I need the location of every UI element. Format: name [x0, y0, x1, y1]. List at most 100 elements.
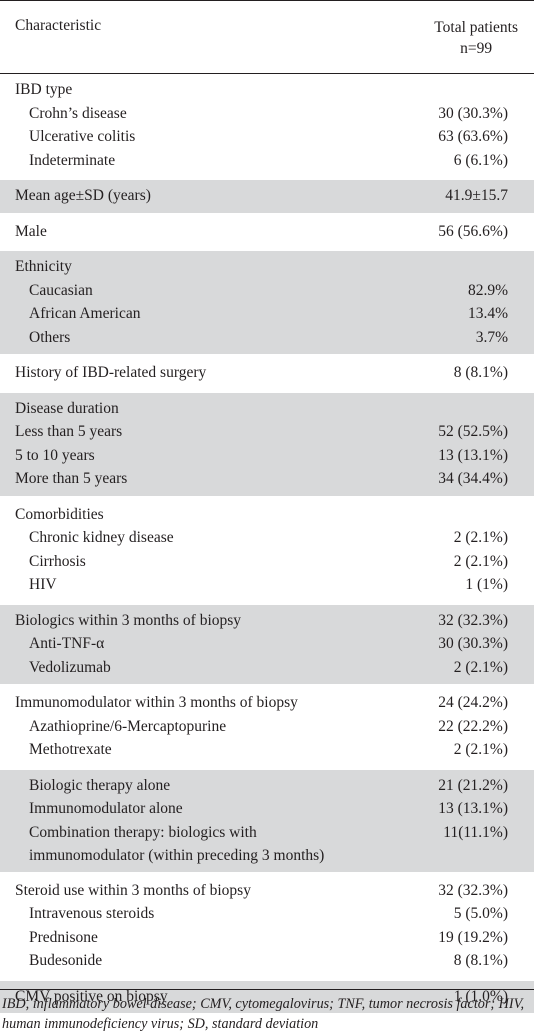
row-label-text: Anti-TNF-α [29, 635, 105, 652]
row-label-text: Steroid use within 3 months of biopsy [15, 881, 251, 899]
total-patients-column-header: Total patients n=99 [434, 17, 518, 59]
row-label: Immunomodulator within 3 months of biops… [15, 691, 298, 715]
row-label: African American [29, 302, 140, 326]
row-value: 22 (22.2%) [438, 717, 508, 735]
row-label: Azathioprine/6-Mercaptopurine [29, 715, 226, 739]
group-separator [0, 389, 534, 393]
row-value: 30 (30.3%) [438, 635, 508, 652]
table-row: IBD type [0, 78, 534, 102]
row-label: Ethnicity [15, 255, 72, 279]
table-group: Comorbidities Chronic kidney disease 2 (2.… [0, 499, 534, 602]
row-value: 8 (8.1%) [453, 952, 508, 969]
row-label: Caucasian [29, 279, 93, 303]
row-label-text: Male [15, 222, 47, 240]
row-label-text: Comorbidities [15, 505, 104, 523]
group-separator [0, 871, 534, 875]
row-value: 56 (56.6%) [438, 222, 508, 240]
table-row: Combination therapy: biologics with immun… [0, 821, 534, 867]
row-label: Budesonide [29, 949, 102, 973]
row-value: 13 (13.1%) [438, 446, 508, 464]
row-label-text: Combination therapy: biologics with [29, 823, 257, 841]
table-row: History of IBD-related surgery 8 (8.1%) [0, 361, 534, 385]
row-label: Cirrhosis [29, 550, 86, 574]
group-separator [0, 977, 534, 981]
row-label-text: History of IBD-related surgery [15, 364, 207, 381]
row-label-text: Indeterminate [29, 151, 116, 169]
table-group: Biologic therapy alone 21 (21.2%) Immunomo… [0, 769, 534, 872]
row-label: Others [29, 326, 70, 350]
row-value: 19 (19.2%) [438, 928, 508, 946]
table-row: Mean age±SD (years) 41.9±15.7 [0, 184, 534, 208]
group-separator [0, 684, 534, 687]
row-label-text: IBD type [15, 81, 73, 98]
row-label-text: Vedolizumab [29, 658, 111, 676]
row-label-text: Prednisone [29, 928, 98, 946]
row-label: Steroid use within 3 months of biopsy [15, 879, 251, 903]
patient-count-label: n=99 [460, 40, 493, 57]
table-row: HIV 1 (1%) [0, 573, 534, 597]
row-value: 13.4% [467, 305, 508, 322]
row-label-text: HIV [29, 576, 57, 593]
row-label-text: 5 to 10 years [15, 446, 95, 464]
table-row: Vedolizumab 2 (2.1%) [0, 656, 534, 680]
row-label: HIV [29, 573, 57, 597]
row-label: Ulcerative colitis [29, 125, 135, 149]
row-label-text: Budesonide [29, 952, 103, 969]
row-label-text: Immunomodulator within 3 months of biops… [15, 694, 298, 711]
table-row: Others 3.7% [0, 326, 534, 350]
table-row: More than 5 years 34 (34.4%) [0, 467, 534, 491]
row-label: Methotrexate [29, 738, 112, 762]
row-label: Vedolizumab [29, 656, 111, 680]
row-label-text: Disease duration [15, 399, 119, 417]
table-row: African American 13.4% [0, 302, 534, 326]
row-label: Indeterminate [29, 149, 115, 173]
table-footnote: IBD, inflammatory bowel disease; CMV, cy… [0, 989, 534, 1034]
row-value: 30 (30.3%) [438, 104, 508, 122]
table-row: Caucasian 82.9% [0, 279, 534, 303]
row-value: 21 (21.2%) [438, 776, 508, 794]
row-value: 2 (2.1%) [453, 741, 508, 758]
group-separator [0, 248, 534, 251]
row-value: 82.9% [467, 281, 508, 299]
table-row: Comorbidities [0, 503, 534, 527]
row-label: Prednisone [29, 926, 98, 950]
table-row: Crohn’s disease 30 (30.3%) [0, 102, 534, 126]
row-label-text: Others [29, 328, 71, 346]
row-value: 2 (2.1%) [453, 529, 508, 546]
table-group: CMV positive on biopsy 1 (1.0%) [0, 980, 534, 1013]
table-row: Ethnicity [0, 255, 534, 279]
row-label-text: Azathioprine/6-Mercaptopurine [29, 717, 227, 735]
table-header: Characteristic Total patients n=99 [0, 0, 534, 74]
group-separator [0, 766, 534, 770]
group-separator [0, 495, 534, 499]
table-row: Budesonide 8 (8.1%) [0, 949, 534, 973]
row-label: Disease duration [15, 397, 119, 421]
table-body: IBD type Crohn’s disease 30 (30.3%) Ulcerat… [0, 74, 534, 1013]
group-separator [0, 601, 534, 605]
row-value: 8 (8.1%) [453, 364, 508, 381]
table-row: 5 to 10 years 13 (13.1%) [0, 444, 534, 468]
table-group: Disease duration Less than 5 years 52 (52.… [0, 392, 534, 496]
row-label: Biologics within 3 months of biopsy [15, 609, 241, 633]
table-row: Indeterminate 6 (6.1%) [0, 149, 534, 173]
table-row: Biologic therapy alone 21 (21.2%) [0, 774, 534, 798]
table-group: Immunomodulator within 3 months of biops… [0, 687, 534, 767]
table-group: Steroid use within 3 months of biopsy 32 … [0, 875, 534, 978]
table-row: Methotrexate 2 (2.1%) [0, 738, 534, 762]
group-separator [0, 177, 534, 180]
row-label: 5 to 10 years [15, 444, 95, 468]
row-value: 13 (13.1%) [438, 800, 508, 817]
table-row: Prednisone 19 (19.2%) [0, 926, 534, 950]
row-value: 1 (1%) [465, 576, 508, 593]
table-group: IBD type Crohn’s disease 30 (30.3%) Ulcerat… [0, 74, 534, 177]
row-label: Comorbidities [15, 503, 104, 527]
row-label-text: Intravenous steroids [29, 905, 155, 922]
table-row: Biologics within 3 months of biopsy 32 (3… [0, 609, 534, 633]
row-value: 2 (2.1%) [453, 552, 508, 570]
row-label-text: African American [29, 305, 141, 322]
table-row: Azathioprine/6-Mercaptopurine 22 (22.2%) [0, 715, 534, 739]
row-value: 63 (63.6%) [438, 128, 508, 145]
row-label-text: Less than 5 years [15, 423, 123, 440]
table-row: Ulcerative colitis 63 (63.6%) [0, 125, 534, 149]
table-group: Biologics within 3 months of biopsy 32 (3… [0, 604, 534, 684]
